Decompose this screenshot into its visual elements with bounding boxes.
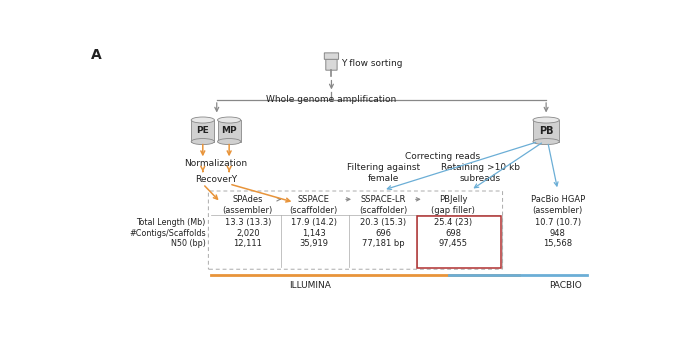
Text: 948: 948 [550, 229, 566, 238]
Text: Y flow sorting: Y flow sorting [341, 59, 403, 68]
Text: SPAdes
(assembler): SPAdes (assembler) [222, 195, 273, 215]
Text: 17.9 (14.2): 17.9 (14.2) [290, 218, 337, 227]
Ellipse shape [218, 139, 241, 145]
Text: 35,919: 35,919 [299, 239, 328, 249]
Text: PACBIO: PACBIO [549, 281, 582, 290]
Text: Correcting reads: Correcting reads [405, 152, 481, 161]
Text: Retaining >10 kb
subreads: Retaining >10 kb subreads [441, 163, 520, 183]
Text: RecoverY: RecoverY [195, 175, 237, 184]
Text: ILLUMINA: ILLUMINA [289, 281, 330, 290]
Bar [218, 120, 241, 142]
Text: #Contigs/Scaffolds: #Contigs/Scaffolds [129, 229, 206, 238]
Text: 13.3 (13.3): 13.3 (13.3) [224, 218, 271, 227]
Ellipse shape [218, 117, 241, 123]
Text: 698: 698 [445, 229, 461, 238]
Text: Filtering against
female: Filtering against female [347, 163, 420, 183]
Text: 1,143: 1,143 [302, 229, 326, 238]
Text: N50 (bp): N50 (bp) [171, 239, 206, 249]
Text: Whole genome amplification: Whole genome amplification [267, 95, 396, 103]
Text: 696: 696 [375, 229, 392, 238]
Text: Total Length (Mb): Total Length (Mb) [137, 218, 206, 227]
Text: 20.3 (15.3): 20.3 (15.3) [360, 218, 407, 227]
Text: 25.4 (23): 25.4 (23) [434, 218, 472, 227]
Text: SSPACE
(scaffolder): SSPACE (scaffolder) [290, 195, 338, 215]
Text: PE: PE [197, 126, 209, 135]
Text: 2,020: 2,020 [236, 229, 260, 238]
Ellipse shape [533, 117, 559, 123]
Text: 97,455: 97,455 [439, 239, 468, 249]
Text: 15,568: 15,568 [543, 239, 573, 249]
Text: PBJelly
(gap filler): PBJelly (gap filler) [431, 195, 475, 215]
Ellipse shape [533, 139, 559, 145]
Ellipse shape [191, 139, 214, 145]
Text: SSPACE-LR
(scaffolder): SSPACE-LR (scaffolder) [359, 195, 407, 215]
FancyBboxPatch shape [324, 53, 339, 59]
Bar [418, 216, 501, 268]
Text: Normalization: Normalization [184, 159, 248, 168]
Text: MP: MP [221, 126, 237, 135]
Text: PacBio HGAP
(assembler): PacBio HGAP (assembler) [530, 195, 585, 215]
Bar [533, 120, 560, 142]
Text: PB: PB [539, 126, 554, 136]
Text: 12,111: 12,111 [233, 239, 262, 249]
Text: 10.7 (10.7): 10.7 (10.7) [534, 218, 581, 227]
Bar [191, 120, 214, 142]
Ellipse shape [191, 117, 214, 123]
FancyBboxPatch shape [326, 59, 337, 70]
Text: A: A [91, 48, 102, 62]
Text: 77,181 bp: 77,181 bp [362, 239, 405, 249]
